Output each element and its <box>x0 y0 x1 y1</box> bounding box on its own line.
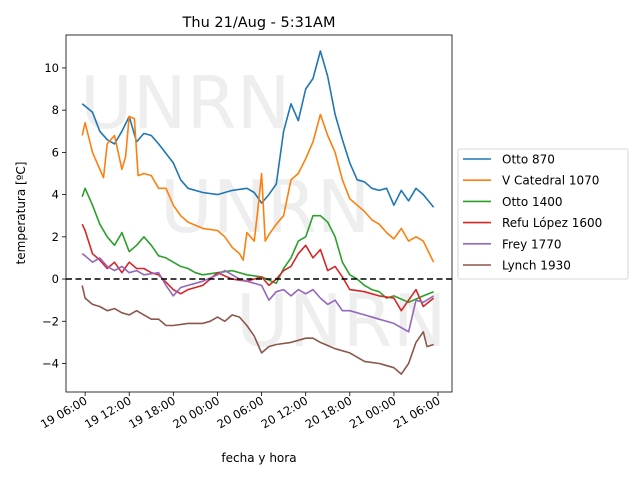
watermark-group: UNRN UNRN UNRN <box>80 61 446 363</box>
series-line-2 <box>81 113 435 263</box>
legend-label: Refu López 1600 <box>502 216 602 230</box>
plot-area-frame <box>65 34 453 393</box>
series-line-4 <box>81 223 435 312</box>
legend: Otto 870 V Catedral 1070 Otto 1400 Refu Lóp… <box>457 148 629 280</box>
series-line-3 <box>81 187 434 304</box>
series-group <box>81 50 435 375</box>
y-tick-label: 2 <box>52 230 59 244</box>
y-tick-label: −2 <box>42 314 59 328</box>
y-tick-label: 4 <box>52 188 59 202</box>
legend-label: Frey 1770 <box>502 237 562 251</box>
legend-label: Lynch 1930 <box>502 259 571 273</box>
y-tick-label: 8 <box>52 103 59 117</box>
legend-label: V Catedral 1070 <box>502 174 599 188</box>
legend-label: Otto 870 <box>502 153 555 167</box>
watermark: UNRN <box>80 61 290 145</box>
series-line-6 <box>81 285 434 375</box>
legend-label: Otto 1400 <box>502 195 563 209</box>
legend-frame <box>457 148 629 280</box>
y-tick-label: 10 <box>44 61 59 75</box>
y-tick-label: 0 <box>52 272 59 286</box>
y-axis: −4 −2 0 2 4 6 8 10 <box>42 61 66 370</box>
x-axis-label: fecha y hora <box>221 451 296 465</box>
y-tick-label: 6 <box>52 145 59 159</box>
chart-title: Thu 21/Aug - 5:31AM <box>182 15 336 31</box>
y-tick-label: −4 <box>42 356 59 370</box>
series-line-5 <box>81 253 435 333</box>
y-axis-label: temperatura [ºC] <box>14 162 28 265</box>
